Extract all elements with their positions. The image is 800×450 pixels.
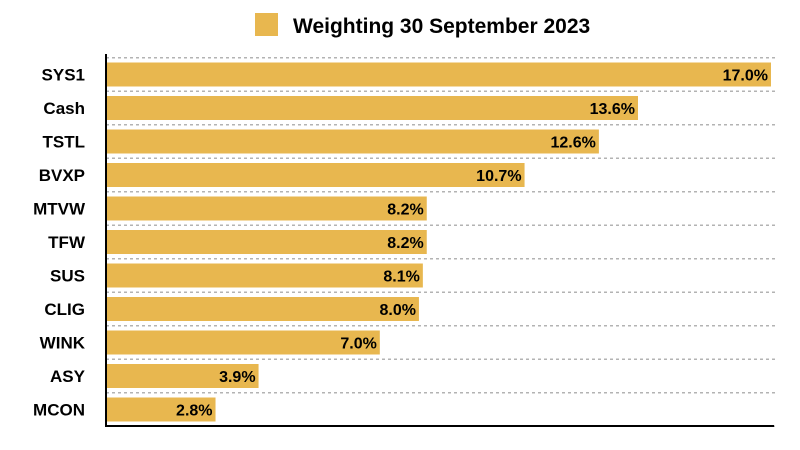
legend-label: Weighting 30 September 2023 [293,15,590,38]
category-label-clig: CLIG [44,300,85,319]
category-label-cash: Cash [43,99,85,118]
category-label-tfw: TFW [48,233,86,252]
value-label-tfw: 8.2% [387,235,423,252]
bars [106,62,771,422]
value-label-sys1: 17.0% [723,68,768,85]
bar-sys1 [106,62,771,87]
bar-mcon [106,397,216,422]
bar-tfw [106,230,427,254]
category-label-wink: WINK [40,334,86,353]
value-label-cash: 13.6% [590,101,635,118]
category-labels: SYS1 Cash TSTL BVXP MTVW TFW SUS CLIG WINK ASY MCO… [33,66,86,420]
bar-wink [106,330,380,355]
value-label-wink: 7.0% [340,336,376,353]
category-label-asy: ASY [50,367,86,386]
category-label-mcon: MCON [33,401,85,420]
legend-swatch [255,13,278,36]
bar-mtvw [106,196,427,221]
value-label-asy: 3.9% [219,369,255,386]
bar-sus [106,263,423,288]
category-label-bvxp: BVXP [39,166,85,185]
value-label-sus: 8.1% [383,269,419,286]
bar-asy [106,364,259,388]
bar-bvxp [106,163,525,187]
value-label-tstl: 12.6% [551,135,596,152]
axes [105,54,774,427]
category-label-tstl: TSTL [43,133,86,152]
bar-clig [106,297,419,321]
value-label-mtvw: 8.2% [387,202,423,219]
category-label-mtvw: MTVW [33,200,86,219]
category-label-sys1: SYS1 [42,66,85,85]
bar-tstl [106,129,599,154]
legend: Weighting 30 September 2023 [255,13,590,38]
category-label-sus: SUS [50,267,85,286]
value-labels: 17.0% 13.6% 12.6% 10.7% 8.2% 8.2% 8.1% 8.0%7.0%… [176,68,768,420]
value-label-bvxp: 10.7% [476,168,521,185]
value-label-clig: 8.0% [379,302,415,319]
bar-cash [106,96,638,120]
value-label-mcon: 2.8% [176,403,212,420]
